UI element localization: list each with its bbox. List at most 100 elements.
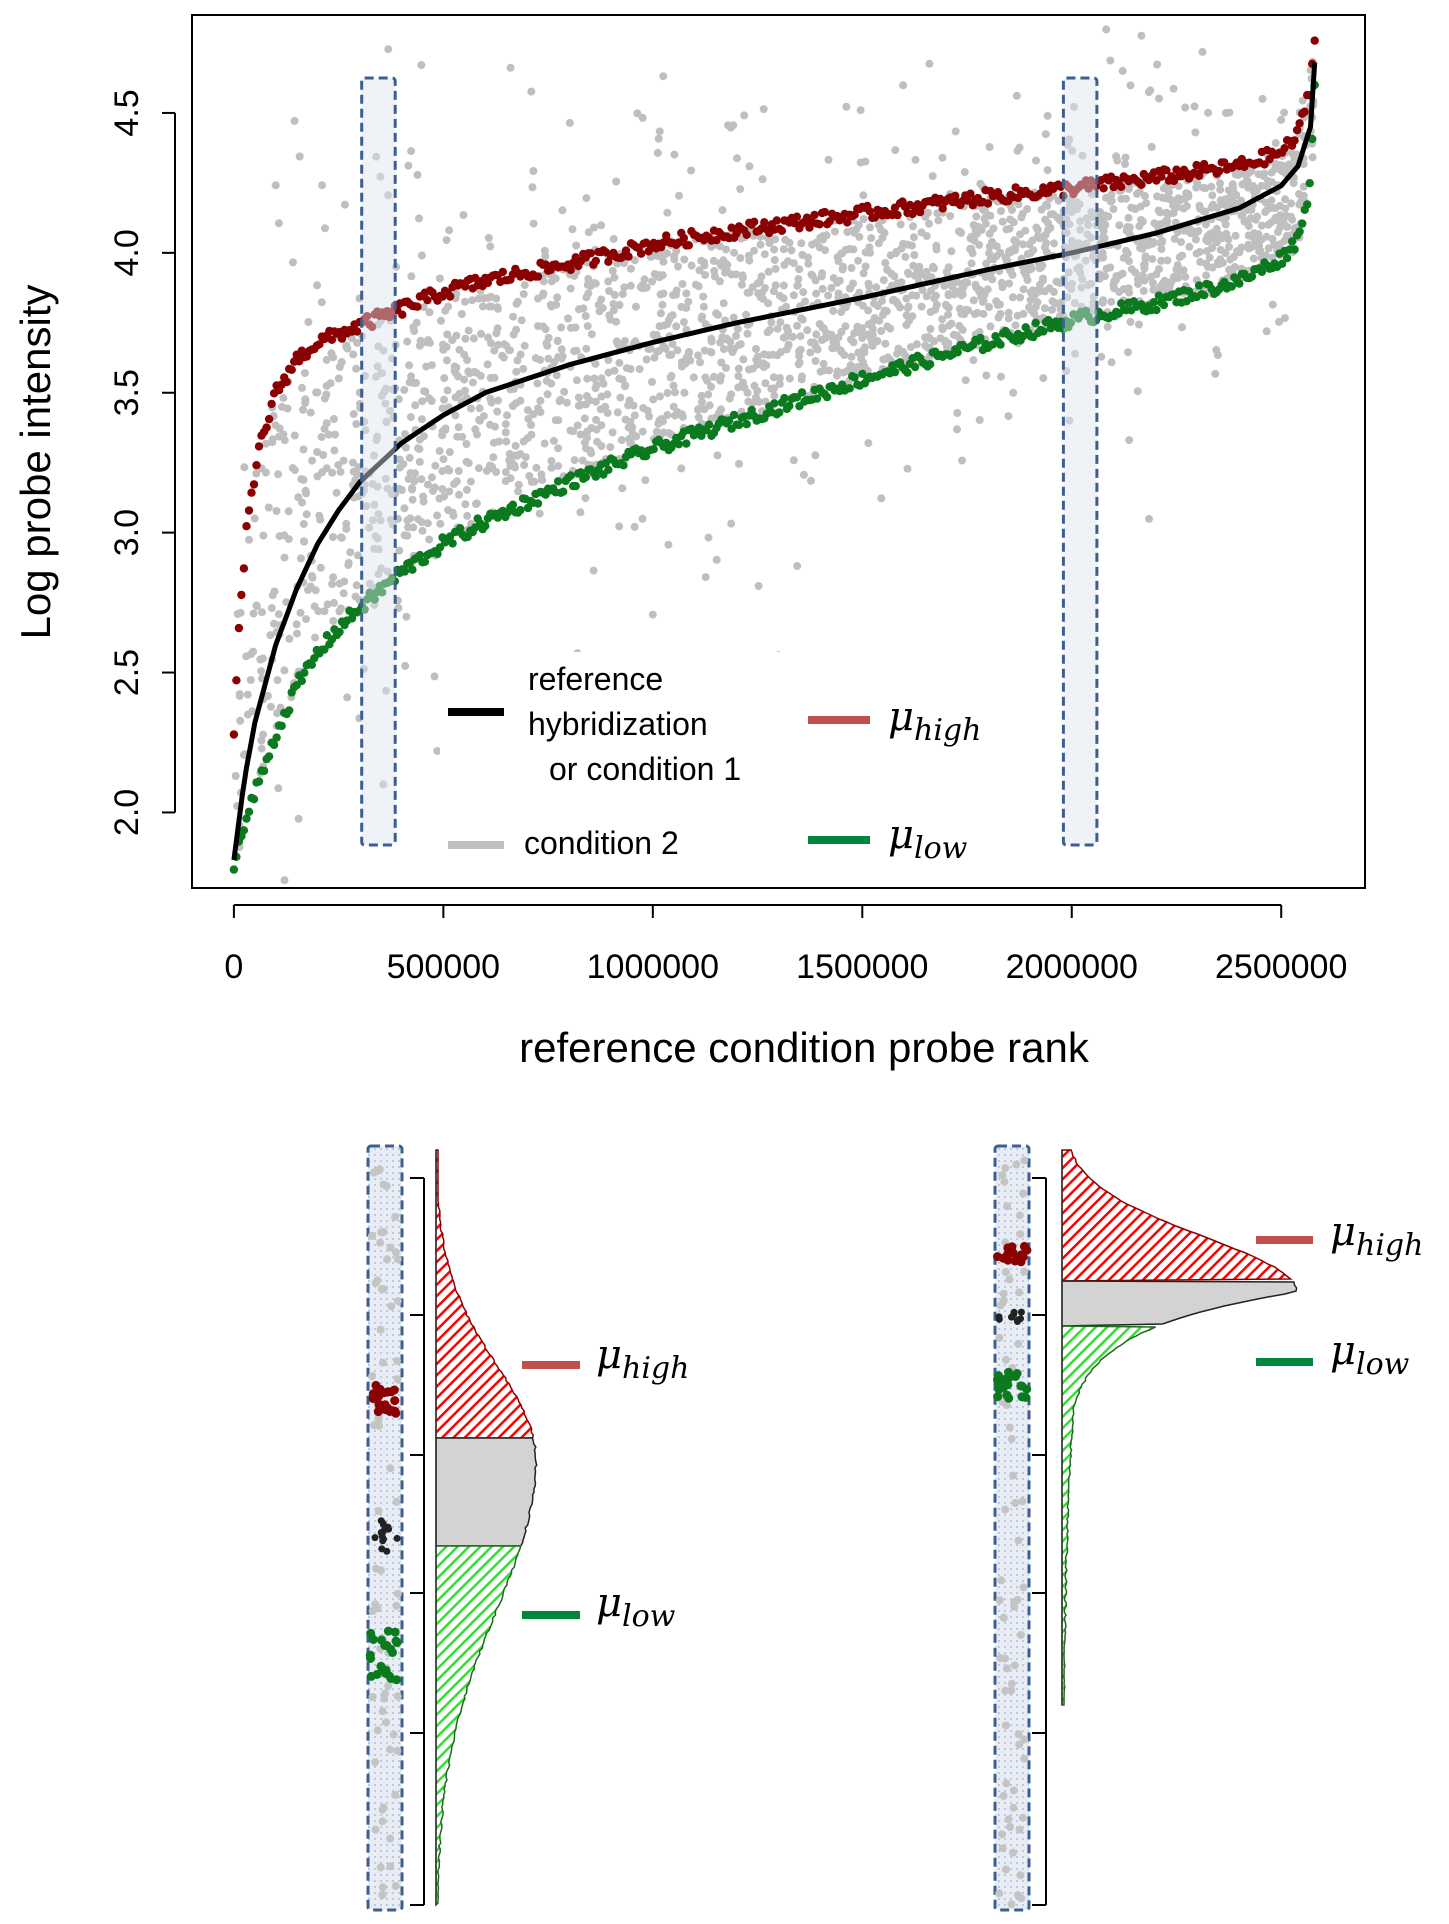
condition2-point bbox=[1159, 184, 1168, 193]
condition2-point bbox=[877, 494, 886, 503]
condition2-point bbox=[547, 456, 556, 465]
strip-point bbox=[1001, 1268, 1010, 1276]
condition2-point bbox=[904, 302, 913, 311]
condition2-point bbox=[615, 301, 624, 309]
strip-mu-high-point bbox=[1016, 1257, 1026, 1267]
condition2-point bbox=[1025, 265, 1034, 274]
condition2-point bbox=[913, 268, 922, 277]
condition2-point bbox=[1015, 143, 1024, 152]
mu-high-point bbox=[1300, 107, 1309, 116]
rank-window-right bbox=[1061, 76, 1099, 847]
mu-high-point bbox=[1109, 182, 1118, 192]
strip-point bbox=[391, 1882, 400, 1891]
condition2-point bbox=[771, 264, 780, 273]
condition2-point bbox=[574, 393, 583, 402]
condition2-point bbox=[578, 456, 587, 465]
condition2-point bbox=[883, 265, 892, 274]
condition2-point bbox=[362, 502, 371, 511]
mu-high-point bbox=[1099, 184, 1108, 193]
mu-low-point bbox=[1282, 254, 1292, 263]
condition2-point bbox=[489, 438, 498, 447]
condition2-point bbox=[462, 485, 471, 494]
condition2-point bbox=[736, 254, 745, 263]
condition2-point bbox=[245, 535, 253, 544]
condition2-point bbox=[712, 309, 721, 318]
condition2-point bbox=[1201, 207, 1210, 216]
condition2-point bbox=[657, 415, 666, 424]
condition2-point bbox=[252, 469, 261, 478]
condition2-point bbox=[988, 275, 997, 284]
condition2-point bbox=[985, 303, 993, 311]
condition2-point bbox=[529, 167, 538, 175]
condition2-point bbox=[995, 300, 1004, 309]
condition2-point bbox=[642, 355, 651, 364]
condition2-point bbox=[466, 477, 475, 486]
x-tick-label: 2500000 bbox=[1215, 948, 1347, 986]
condition2-point bbox=[695, 266, 704, 275]
condition2-point bbox=[726, 337, 735, 346]
condition2-point bbox=[1008, 206, 1016, 214]
histogram-low-region bbox=[435, 1545, 522, 1907]
condition2-point bbox=[946, 212, 955, 220]
condition2-point bbox=[944, 310, 953, 319]
condition2-point bbox=[520, 461, 529, 469]
strip-mu-low-point bbox=[1016, 1381, 1026, 1391]
condition2-point bbox=[1115, 271, 1124, 280]
x-tick-label: 2000000 bbox=[1006, 948, 1138, 986]
condition2-point bbox=[1041, 215, 1050, 224]
condition2-point bbox=[605, 287, 614, 295]
mu-high-point bbox=[254, 442, 264, 451]
condition2-point bbox=[509, 312, 518, 321]
condition2-point bbox=[264, 503, 273, 512]
condition2-point bbox=[334, 374, 343, 383]
condition2-point bbox=[604, 277, 613, 286]
condition2-point bbox=[1203, 237, 1212, 246]
condition2-point bbox=[1280, 108, 1289, 117]
condition2-point bbox=[752, 345, 760, 353]
condition2-point bbox=[1287, 199, 1296, 208]
mu-low-point bbox=[239, 826, 249, 835]
condition2-point bbox=[283, 404, 292, 413]
condition2-point bbox=[433, 747, 442, 755]
condition2-point bbox=[770, 384, 779, 393]
condition2-point bbox=[824, 155, 833, 164]
condition2-point bbox=[290, 116, 299, 125]
condition2-point bbox=[1251, 239, 1260, 248]
condition2-point bbox=[313, 448, 322, 456]
condition2-point bbox=[592, 425, 601, 434]
condition2-point bbox=[547, 277, 556, 286]
mu-low-point bbox=[581, 473, 590, 482]
condition2-point bbox=[1078, 151, 1087, 160]
mu-high-point bbox=[247, 488, 256, 497]
mu-low-point bbox=[269, 740, 279, 750]
condition2-point bbox=[643, 406, 652, 415]
mu-high-point bbox=[533, 272, 543, 281]
condition2-point bbox=[549, 436, 558, 445]
strip-point bbox=[392, 1497, 401, 1506]
condition2-point bbox=[340, 200, 349, 209]
condition2-point bbox=[621, 381, 630, 390]
condition2-point bbox=[908, 241, 916, 250]
condition2-point bbox=[1004, 314, 1013, 323]
condition2-point bbox=[1255, 247, 1264, 256]
mu-low-point bbox=[926, 360, 935, 369]
mu-high-point bbox=[591, 256, 600, 266]
condition2-point bbox=[856, 106, 865, 115]
strip-point bbox=[393, 1692, 402, 1701]
condition2-point bbox=[257, 667, 266, 676]
condition2-point bbox=[1216, 179, 1224, 188]
condition2-point bbox=[612, 317, 621, 326]
strip-reference-point bbox=[379, 1537, 387, 1545]
condition2-point bbox=[377, 391, 386, 400]
condition2-point bbox=[767, 318, 776, 327]
condition2-point bbox=[361, 426, 370, 435]
condition2-point bbox=[1148, 255, 1157, 264]
condition2-point bbox=[406, 514, 415, 523]
condition2-point bbox=[722, 245, 731, 254]
condition2-point bbox=[373, 534, 382, 543]
condition2-point bbox=[1205, 253, 1214, 262]
strip-mu-low-point bbox=[993, 1392, 1003, 1402]
condition2-point bbox=[285, 634, 294, 643]
condition2-point bbox=[1202, 271, 1211, 280]
condition2-point bbox=[506, 346, 514, 355]
